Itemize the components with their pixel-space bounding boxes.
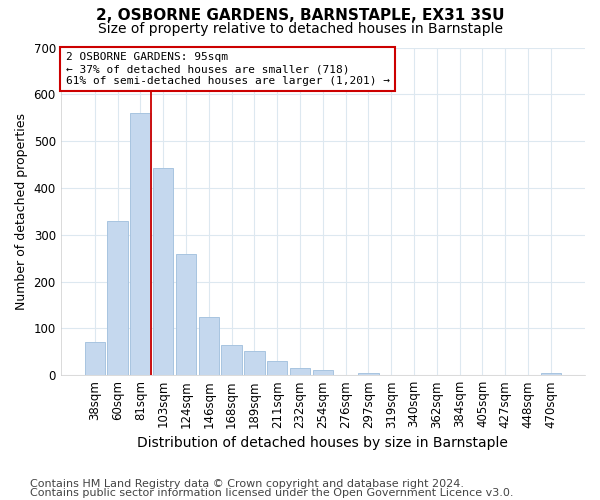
Bar [313,370,333,375]
Bar [267,361,287,375]
Bar [290,368,310,375]
Bar [221,345,242,375]
Bar [107,220,128,375]
Bar [199,316,219,375]
Bar [541,373,561,375]
Bar [176,254,196,375]
Text: Contains public sector information licensed under the Open Government Licence v3: Contains public sector information licen… [30,488,514,498]
Bar [130,113,151,375]
Y-axis label: Number of detached properties: Number of detached properties [15,113,28,310]
Bar [244,351,265,375]
Text: 2 OSBORNE GARDENS: 95sqm
← 37% of detached houses are smaller (718)
61% of semi-: 2 OSBORNE GARDENS: 95sqm ← 37% of detach… [66,52,390,86]
Bar [358,373,379,375]
Text: 2, OSBORNE GARDENS, BARNSTAPLE, EX31 3SU: 2, OSBORNE GARDENS, BARNSTAPLE, EX31 3SU [96,8,504,22]
Bar [153,168,173,375]
Text: Contains HM Land Registry data © Crown copyright and database right 2024.: Contains HM Land Registry data © Crown c… [30,479,464,489]
X-axis label: Distribution of detached houses by size in Barnstaple: Distribution of detached houses by size … [137,436,508,450]
Text: Size of property relative to detached houses in Barnstaple: Size of property relative to detached ho… [97,22,503,36]
Bar [85,342,105,375]
